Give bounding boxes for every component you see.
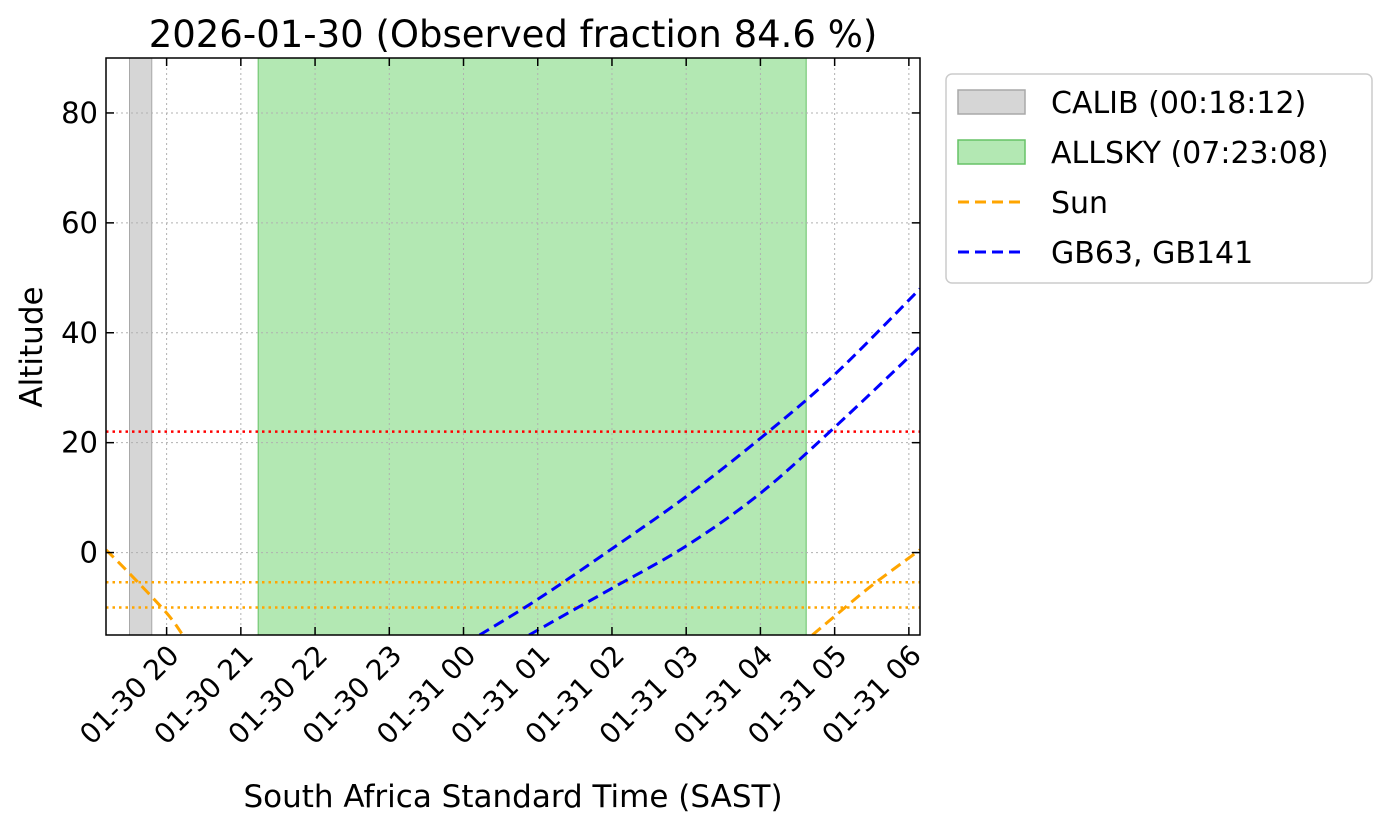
grid [106,58,920,635]
y-tick-label: 0 [80,536,98,570]
legend-label: GB63, GB141 [1051,236,1253,271]
legend-label: Sun [1051,186,1108,221]
legend-entry-1: GB63, GB141 [958,236,1253,271]
legend-label: CALIB (00:18:12) [1051,86,1306,121]
y-tick-label: 40 [61,316,98,350]
span-allsky [257,58,807,635]
series-lines [106,287,920,635]
legend-entry-allsky: ALLSKY (07:23:08) [957,136,1329,171]
y-tick-label: 60 [61,206,98,240]
legend-swatch [957,89,1026,115]
series-line-0 [106,548,184,635]
legend-label: ALLSKY (07:23:08) [1051,136,1329,171]
span-calib [129,58,153,635]
series-line-2 [528,345,920,635]
legend-entry-calib: CALIB (00:18:12) [957,86,1306,121]
plot-frame [105,57,921,636]
legend-swatch [957,139,1026,165]
chart-title: 2026-01-30 (Observed fraction 84.6 %) [149,13,878,56]
series-line-1 [478,287,920,635]
y-axis-label: Altitude [14,286,50,407]
time-spans [129,58,807,635]
x-axis-label: South Africa Standard Time (SAST) [243,779,782,815]
legend-entry-0: Sun [958,186,1108,221]
threshold-lines [106,430,920,609]
y-tick-label: 20 [61,426,98,460]
legend: CALIB (00:18:12) ALLSKY (07:23:08) Sun GB63… [945,73,1373,284]
legend-box [945,73,1373,284]
series-line-0 [811,548,920,635]
y-axis-ticks: 0 20 40 60 80 [61,96,920,570]
y-tick-label: 80 [61,96,98,130]
legend-entries: CALIB (00:18:12) ALLSKY (07:23:08) Sun GB63… [957,86,1329,271]
